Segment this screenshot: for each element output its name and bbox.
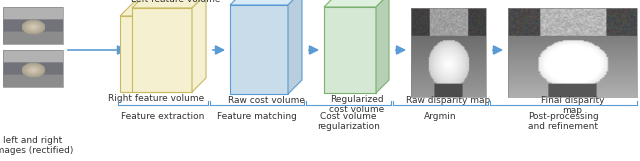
Polygon shape	[230, 0, 302, 5]
Polygon shape	[230, 5, 288, 94]
Polygon shape	[324, 0, 389, 7]
Text: Final disparity
map: Final disparity map	[541, 96, 604, 115]
Polygon shape	[132, 0, 206, 8]
Text: Right feature volume: Right feature volume	[108, 94, 204, 103]
Polygon shape	[132, 8, 192, 92]
Text: Cost volume
regularization: Cost volume regularization	[317, 112, 380, 131]
Text: Argmin: Argmin	[424, 112, 457, 121]
Text: left and right
images (rectified): left and right images (rectified)	[0, 136, 73, 155]
Polygon shape	[288, 0, 302, 94]
Text: Regularized
cost volume: Regularized cost volume	[329, 95, 384, 114]
Polygon shape	[180, 2, 194, 92]
Polygon shape	[120, 2, 194, 16]
Text: Raw cost volume: Raw cost volume	[227, 96, 305, 105]
Polygon shape	[376, 0, 389, 93]
Polygon shape	[120, 16, 180, 92]
Polygon shape	[192, 0, 206, 92]
Text: Feature extraction: Feature extraction	[122, 112, 205, 121]
Text: Left feature volume: Left feature volume	[131, 0, 221, 4]
Polygon shape	[324, 7, 376, 93]
Text: Raw disparity map: Raw disparity map	[406, 96, 491, 105]
Text: Post-processing
and refinement: Post-processing and refinement	[528, 112, 599, 131]
Text: Feature matching: Feature matching	[217, 112, 297, 121]
